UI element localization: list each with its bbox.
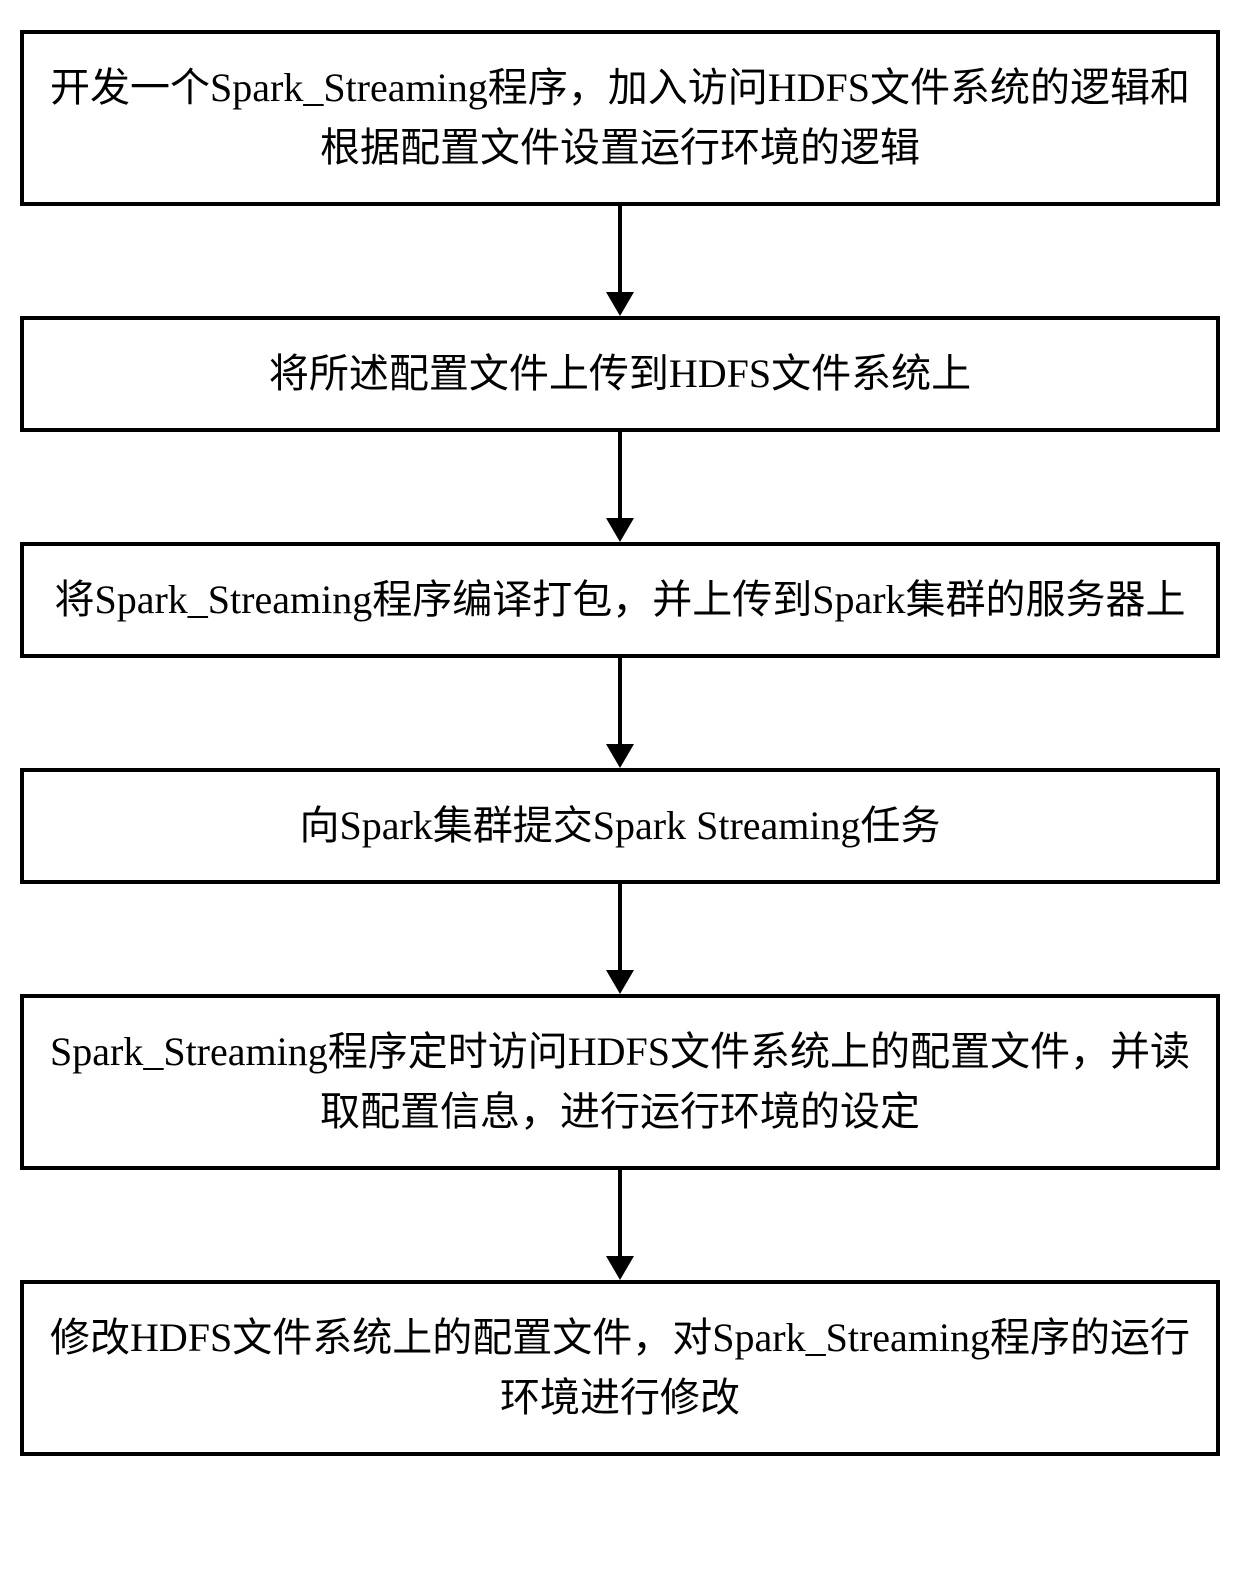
arrow-line-icon <box>618 884 622 970</box>
arrow-1-2 <box>606 206 634 316</box>
flow-step-6-label: 修改HDFS文件系统上的配置文件，对Spark_Streaming程序的运行环境… <box>40 1308 1200 1428</box>
arrow-line-icon <box>618 206 622 292</box>
arrow-2-3 <box>606 432 634 542</box>
arrow-4-5 <box>606 884 634 994</box>
arrow-line-icon <box>618 658 622 744</box>
flow-step-3-label: 将Spark_Streaming程序编译打包，并上传到Spark集群的服务器上 <box>54 570 1185 630</box>
arrow-line-icon <box>618 432 622 518</box>
flow-step-5-label: Spark_Streaming程序定时访问HDFS文件系统上的配置文件，并读取配… <box>40 1022 1200 1142</box>
flow-step-2: 将所述配置文件上传到HDFS文件系统上 <box>20 316 1220 432</box>
flowchart-container: 开发一个Spark_Streaming程序，加入访问HDFS文件系统的逻辑和根据… <box>20 30 1220 1456</box>
flow-step-2-label: 将所述配置文件上传到HDFS文件系统上 <box>269 344 971 404</box>
arrow-down-icon <box>606 1256 634 1280</box>
arrow-line-icon <box>618 1170 622 1256</box>
arrow-down-icon <box>606 744 634 768</box>
arrow-5-6 <box>606 1170 634 1280</box>
flow-step-1-label: 开发一个Spark_Streaming程序，加入访问HDFS文件系统的逻辑和根据… <box>40 58 1200 178</box>
flow-step-4: 向Spark集群提交Spark Streaming任务 <box>20 768 1220 884</box>
arrow-down-icon <box>606 970 634 994</box>
arrow-3-4 <box>606 658 634 768</box>
flow-step-3: 将Spark_Streaming程序编译打包，并上传到Spark集群的服务器上 <box>20 542 1220 658</box>
flow-step-1: 开发一个Spark_Streaming程序，加入访问HDFS文件系统的逻辑和根据… <box>20 30 1220 206</box>
flow-step-4-label: 向Spark集群提交Spark Streaming任务 <box>299 796 940 856</box>
arrow-down-icon <box>606 292 634 316</box>
arrow-down-icon <box>606 518 634 542</box>
flow-step-6: 修改HDFS文件系统上的配置文件，对Spark_Streaming程序的运行环境… <box>20 1280 1220 1456</box>
flow-step-5: Spark_Streaming程序定时访问HDFS文件系统上的配置文件，并读取配… <box>20 994 1220 1170</box>
